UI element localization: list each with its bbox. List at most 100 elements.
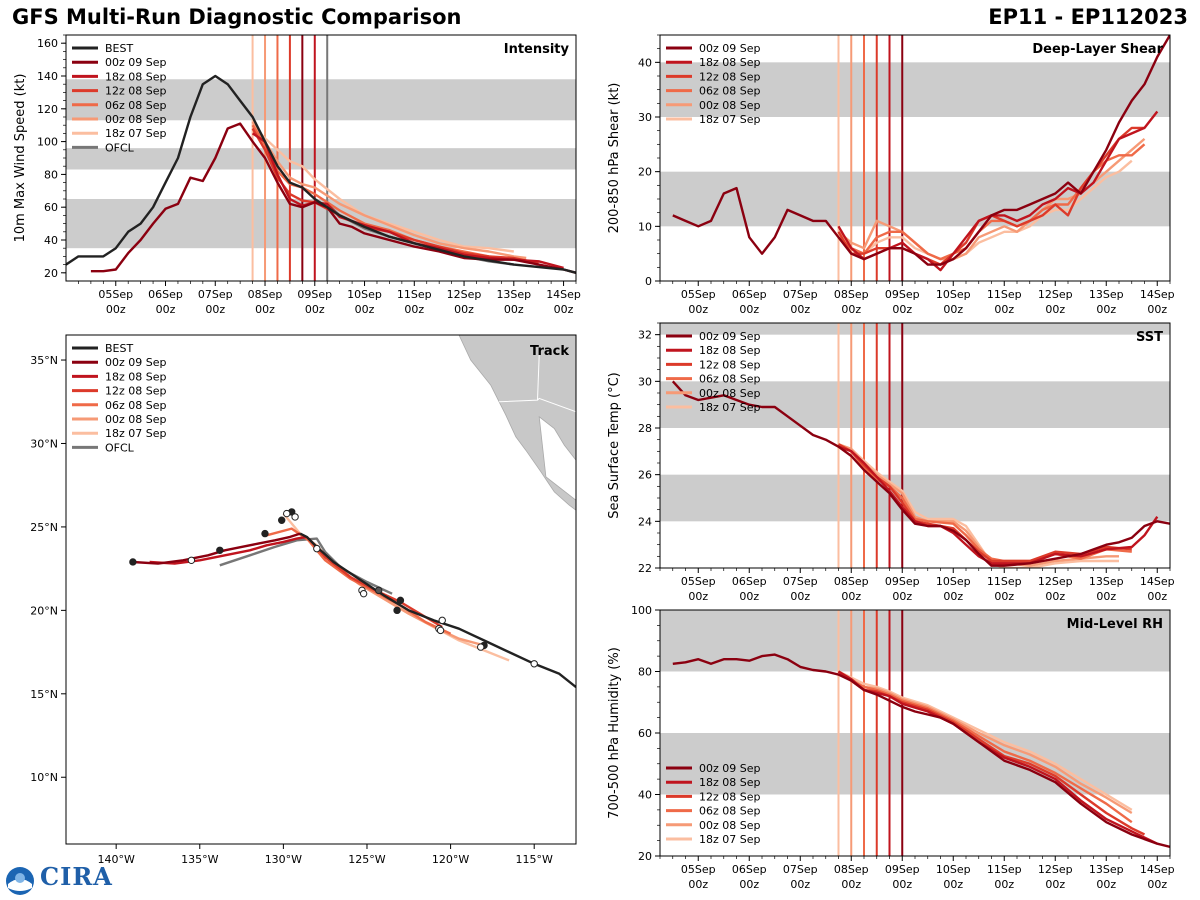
intensity-series-00z-08-sep <box>251 121 527 260</box>
shear-xtick-hour: 00z <box>1045 303 1065 316</box>
rh-xtick-hour: 00z <box>892 878 912 891</box>
shear-ytick-label: 20 <box>638 166 652 179</box>
rh-band-0 <box>660 733 1170 795</box>
chart-intensity: 20 40 60 80 100 120 140 160 05Sep 00z 06Sep 00z 07Se… <box>13 34 581 316</box>
intensity-series-06z-08-sep <box>251 124 514 261</box>
intensity-xtick-date: 07Sep <box>198 288 233 301</box>
shear-legend-label-00z-09-sep: 00z 09 Sep <box>699 42 761 55</box>
track-xtick-label: 120°W <box>432 853 469 866</box>
noaa-logo-icon <box>6 867 34 895</box>
shear-xtick-hour: 00z <box>841 303 861 316</box>
intensity-xtick-date: 05Sep <box>98 288 133 301</box>
sst-xtick-hour: 00z <box>1147 590 1167 603</box>
shear-xtick-hour: 00z <box>790 303 810 316</box>
cira-logo: CIRA <box>40 862 113 891</box>
shear-legend-label-06z-08-sep: 06z 08 Sep <box>699 85 761 98</box>
intensity-ytick-label: 140 <box>37 70 58 83</box>
shear-title: Deep-Layer Shear <box>1032 42 1163 57</box>
track-marker-00z-08-sep <box>359 589 368 598</box>
rh-legend-label-00z-09-sep: 00z 09 Sep <box>699 762 761 775</box>
intensity-ytick-label: 120 <box>37 103 58 116</box>
rh-legend-label-06z-08-sep: 06z 08 Sep <box>699 805 761 818</box>
rh-ytick-label: 40 <box>638 789 652 802</box>
track-marker-best <box>530 660 538 668</box>
track-ytick-label: 20°N <box>30 604 58 617</box>
track-marker-best <box>438 616 446 625</box>
shear-series-18z-07-sep <box>837 159 1133 261</box>
rh-xtick-date: 13Sep <box>1089 863 1124 876</box>
intensity-legend-label-06z-08-sep: 06z 08 Sep <box>105 99 167 112</box>
intensity-xtick-hour: 00z <box>355 303 375 316</box>
rh-series-06z-08-sep <box>837 670 1133 824</box>
rh-ytick-label: 100 <box>631 604 652 617</box>
sst-series-18z-07-sep <box>838 443 1119 568</box>
track-legend-label-best: BEST <box>105 342 133 355</box>
shear-xtick-hour: 00z <box>688 303 708 316</box>
intensity-xtick-date: 14Sep <box>546 288 581 301</box>
track-xtick-label: 130°W <box>265 853 302 866</box>
shear-band-0 <box>660 171 1170 227</box>
shear-xtick-hour: 00z <box>1147 303 1167 316</box>
rh-series-18z-07-sep <box>837 670 1133 811</box>
intensity-ytick-label: 60 <box>44 201 58 214</box>
sst-band-2 <box>660 323 1170 335</box>
intensity-legend-label-00z-09-sep: 00z 09 Sep <box>105 56 167 69</box>
sst-legend-label-00z-08-sep: 00z 08 Sep <box>699 387 761 400</box>
shear-ylabel: 200-850 hPa Shear (kt) <box>607 83 622 234</box>
rh-xtick-date: 12Sep <box>1038 863 1073 876</box>
chart-track: 140°W 135°W 130°W 125°W 120°W 115°W 10°N 15°N 20… <box>30 334 577 866</box>
sst-xtick-date: 08Sep <box>834 575 869 588</box>
track-marker-18z-07-sep <box>313 544 321 553</box>
sst-legend-label-12z-08-sep: 12z 08 Sep <box>699 358 761 371</box>
rh-xtick-hour: 00z <box>1045 878 1065 891</box>
sst-legend-label-06z-08-sep: 06z 08 Sep <box>699 373 761 386</box>
shear-xtick-date: 14Sep <box>1140 288 1175 301</box>
sst-xtick-hour: 00z <box>841 590 861 603</box>
intensity-xtick-hour: 00z <box>156 303 176 316</box>
intensity-xtick-hour: 00z <box>106 303 126 316</box>
intensity-ylabel: 10m Max Wind Speed (kt) <box>13 74 28 243</box>
intensity-xtick-hour: 00z <box>454 303 474 316</box>
intensity-ytick-label: 160 <box>37 37 58 50</box>
intensity-legend-label-18z-07-sep: 18z 07 Sep <box>105 127 167 140</box>
sst-xtick-hour: 00z <box>739 590 759 603</box>
rh-ytick-label: 20 <box>638 850 652 863</box>
sst-xtick-hour: 00z <box>994 590 1014 603</box>
rh-legend-label-00z-08-sep: 00z 08 Sep <box>699 819 761 832</box>
sst-xtick-hour: 00z <box>892 590 912 603</box>
track-frame <box>65 334 577 845</box>
intensity-xtick-date: 13Sep <box>496 288 531 301</box>
sst-xtick-date: 06Sep <box>732 575 767 588</box>
shear-legend-label-18z-08-sep: 18z 08 Sep <box>699 56 761 69</box>
chart-shear: 0 10 20 30 40 05Sep 00z 06Sep 00z 07Sep 00z 08Sep 00… <box>607 34 1175 316</box>
sst-xtick-date: 11Sep <box>987 575 1022 588</box>
intensity-xtick-date: 11Sep <box>397 288 432 301</box>
page-title: GFS Multi-Run Diagnostic Comparison <box>12 5 462 29</box>
track-ytick-label: 30°N <box>30 437 58 450</box>
intensity-xtick-hour: 00z <box>404 303 424 316</box>
track-marker-00z-09-sep <box>216 546 224 554</box>
sst-ylabel: Sea Surface Temp (°C) <box>607 372 622 519</box>
intensity-legend-label-00z-08-sep: 00z 08 Sep <box>105 113 167 126</box>
track-series-00z-09-sep <box>132 532 301 565</box>
intensity-xtick-date: 06Sep <box>148 288 183 301</box>
rh-series-00z-09-sep <box>672 653 1170 848</box>
track-series-18z-07-sep <box>282 512 510 662</box>
intensity-xtick-hour: 00z <box>554 303 574 316</box>
track-legend-label-18z-07-sep: 18z 07 Sep <box>105 427 167 440</box>
sst-ytick-label: 30 <box>638 375 652 388</box>
track-marker-00z-09-sep <box>278 516 286 524</box>
rh-xtick-hour: 00z <box>1096 878 1116 891</box>
sst-xtick-date: 13Sep <box>1089 575 1124 588</box>
shear-xtick-date: 07Sep <box>783 288 818 301</box>
sst-xtick-hour: 00z <box>943 590 963 603</box>
track-xtick-label: 140°W <box>97 853 134 866</box>
track-series-12z-08-sep <box>307 537 443 629</box>
intensity-xtick-hour: 00z <box>205 303 225 316</box>
track-legend-label-18z-08-sep: 18z 08 Sep <box>105 370 167 383</box>
track-gulf <box>538 415 576 501</box>
shear-ytick-label: 10 <box>638 220 652 233</box>
intensity-ytick-label: 40 <box>44 234 58 247</box>
rh-xtick-hour: 00z <box>1147 878 1167 891</box>
intensity-xtick-hour: 00z <box>255 303 275 316</box>
